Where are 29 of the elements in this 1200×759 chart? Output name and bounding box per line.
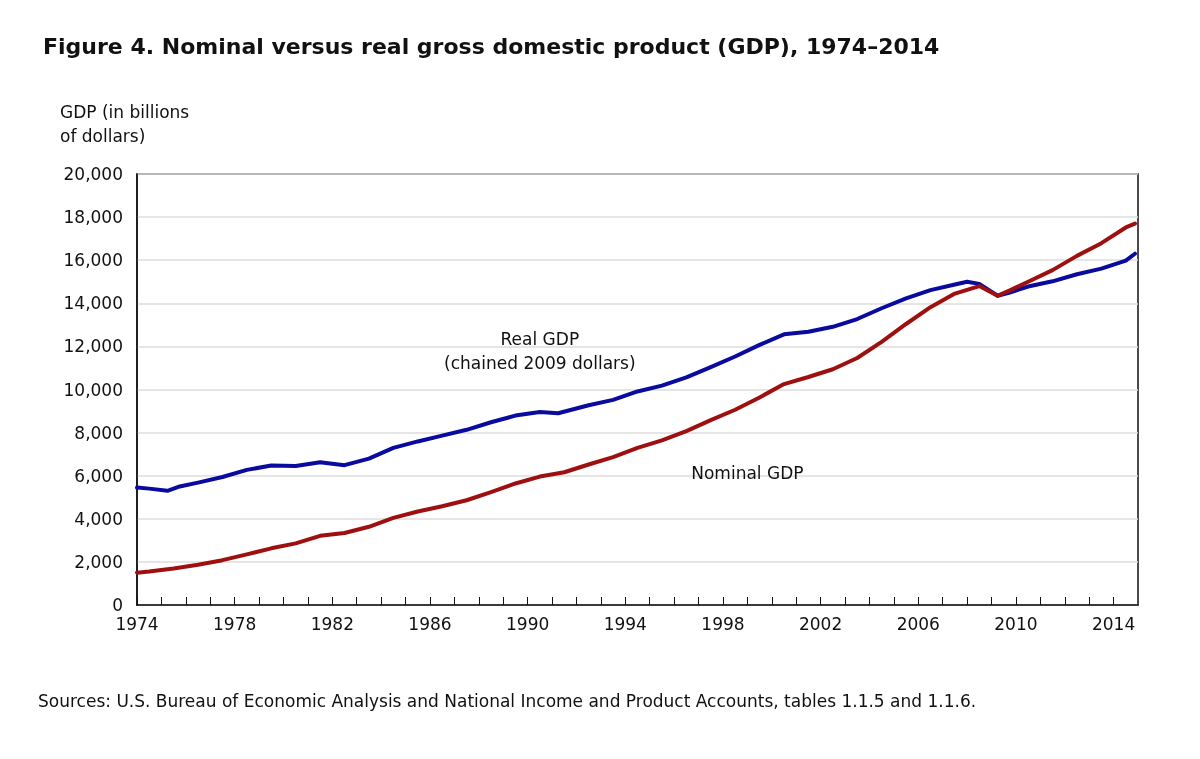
y-tick-label: 16,000 [63,250,123,271]
y-axis-title: GDP (in billions of dollars) [60,102,190,146]
y-tick-label: 2,000 [74,551,123,572]
x-tick-label: 1974 [115,613,159,634]
series-label: Real GDP (chained 2009 dollars) [444,329,636,374]
y-tick-label: 14,000 [63,293,123,314]
y-tick-label: 18,000 [63,207,123,228]
y-tick-label: 20,000 [63,164,123,184]
series-label: Nominal GDP [691,462,804,483]
x-tick-label: 2006 [896,613,940,634]
x-tick-label: 1978 [213,613,257,634]
line-series [135,251,1137,493]
source-note: Sources: U.S. Bureau of Economic Analysis and National Income and Product Accounts, tables 1.1.5 and 1.1.6. [38,691,977,711]
y-tick-label: 8,000 [74,422,123,443]
x-tick-label: 1982 [310,613,354,634]
y-tick-label: 6,000 [74,465,123,486]
x-tick-label: 1994 [603,613,647,634]
x-tick-label: 2014 [1091,613,1136,634]
x-tick-label: 1998 [701,613,745,634]
x-tick-label: 2002 [798,613,843,634]
x-tick-label: 2010 [994,613,1038,634]
y-tick-label: 4,000 [74,508,123,529]
x-tick-label: 1986 [408,613,452,634]
chart-title: Figure 4. Nominal versus real gross domestic product (GDP), 1974–2014 [43,33,940,59]
y-tick-label: 10,000 [63,379,123,400]
line-series [135,221,1137,575]
y-tick-label: 12,000 [63,336,123,357]
y-tick-label: 0 [112,595,123,615]
x-tick-label: 1990 [506,613,550,634]
